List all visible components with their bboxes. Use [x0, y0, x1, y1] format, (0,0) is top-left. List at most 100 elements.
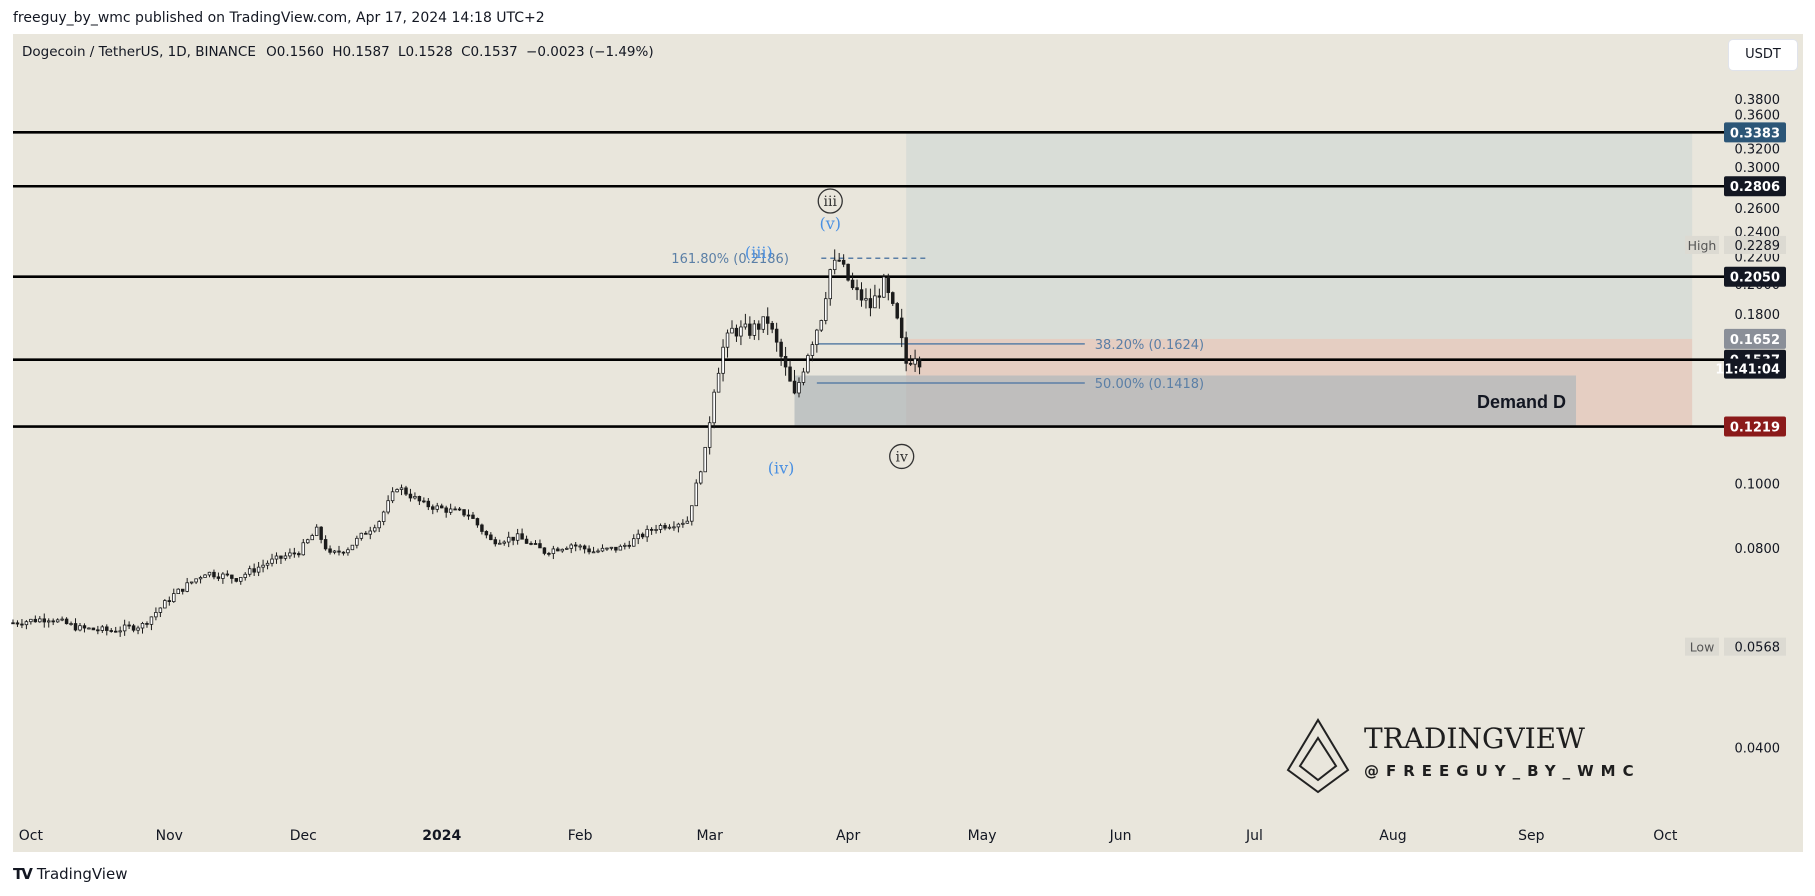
time-axis-label: Jul — [1245, 828, 1263, 844]
candle-body — [408, 493, 413, 499]
candle-body — [310, 535, 314, 541]
candle-body — [632, 538, 636, 547]
candle-body — [96, 629, 100, 632]
candle-body — [221, 573, 225, 579]
candle-body — [837, 259, 841, 262]
candle-body — [565, 547, 569, 550]
candle-body — [355, 537, 359, 546]
candle-body — [328, 548, 332, 553]
time-axis-label: 2024 — [422, 828, 461, 844]
price-label-bg — [1724, 176, 1786, 197]
candle-body — [24, 621, 29, 626]
candle-body — [685, 520, 690, 524]
time-axis-label: Sep — [1518, 828, 1545, 844]
candle-body — [29, 618, 33, 623]
candle-body — [158, 607, 163, 613]
wave-label: (iv) — [768, 459, 795, 478]
candle-body — [38, 618, 42, 623]
candle-body — [122, 624, 127, 632]
publisher-bar: freeguy_by_wmc published on TradingView.… — [0, 0, 1815, 34]
candle-body — [605, 547, 609, 550]
candle-body — [136, 627, 140, 631]
candle-body — [337, 550, 341, 553]
candle-body — [596, 550, 600, 553]
open-value: O0.1560 — [266, 44, 325, 60]
candle-body — [301, 542, 306, 556]
candle-body — [306, 539, 310, 544]
fib-level-label: 50.00% (0.1418) — [1095, 377, 1204, 392]
candle-body — [757, 323, 761, 330]
candle-body — [819, 320, 824, 331]
watermark-title: TRADINGVIEW — [1364, 722, 1585, 755]
candle-body — [154, 612, 158, 618]
candle-body — [288, 552, 292, 557]
candle-body — [560, 548, 565, 552]
time-axis-label: Dec — [290, 828, 317, 844]
price-tick-label: 0.0400 — [1735, 742, 1781, 757]
close-value: C0.1537 — [461, 44, 518, 60]
candle-body — [886, 276, 891, 293]
price-label: 0.1219 — [1730, 421, 1780, 436]
candle-body — [431, 506, 435, 510]
candle-body — [734, 327, 739, 337]
candle-body — [672, 526, 676, 529]
candle-body — [64, 618, 69, 625]
candle-body — [556, 548, 560, 552]
candle-body — [417, 496, 422, 502]
candle-body — [113, 630, 118, 633]
candle-body — [877, 295, 882, 298]
candle-body — [297, 553, 301, 556]
candle-body — [792, 380, 797, 394]
candle-body — [783, 356, 788, 368]
candle-body — [640, 533, 645, 538]
price-label-bg — [1724, 358, 1786, 379]
candle-body — [364, 532, 368, 535]
candle-body — [569, 544, 573, 549]
candle-body — [855, 287, 859, 291]
candle-body — [332, 550, 337, 553]
candle-body — [55, 619, 60, 623]
high-low-tag-bg — [1685, 235, 1719, 254]
candle-body — [341, 551, 346, 554]
high-low-tag: High — [1688, 238, 1717, 253]
tradingview-footer-logo[interactable]: TV TradingView — [13, 862, 127, 886]
candle-body — [69, 623, 73, 625]
high-low-value: 0.2289 — [1735, 239, 1781, 254]
tradingview-logo-icon: TV — [13, 865, 33, 883]
time-axis-label: Oct — [1653, 828, 1678, 844]
candle-body — [654, 529, 658, 531]
price-label: 0.1652 — [1730, 333, 1780, 348]
candle-body — [873, 295, 877, 309]
candle-body — [721, 346, 725, 374]
candle-body — [868, 298, 873, 309]
candle-body — [145, 623, 149, 625]
candle-body — [846, 263, 850, 281]
candle-body — [582, 545, 587, 550]
watermark-handle: @FREEGUY_BY_WMC — [1364, 762, 1641, 780]
wave-label-circle — [889, 443, 915, 470]
candle-body — [453, 508, 457, 511]
price-tick-label: 0.1000 — [1735, 478, 1781, 493]
candle-body — [377, 521, 381, 529]
time-axis-label: Oct — [19, 828, 44, 844]
candle-body — [806, 355, 810, 373]
candle-body — [770, 322, 774, 330]
candle-body — [180, 588, 185, 592]
price-label-bg — [1724, 266, 1786, 287]
change-value: −0.0023 (−1.49%) — [526, 44, 654, 60]
candle-body — [439, 505, 444, 509]
candle-body — [850, 279, 855, 289]
candle-body — [716, 372, 721, 393]
candle-body — [895, 303, 899, 319]
candle-body — [743, 323, 748, 328]
candle-body — [520, 533, 524, 540]
candle-body — [502, 541, 506, 544]
currency-button[interactable]: USDT — [1729, 40, 1797, 70]
candle-body — [426, 500, 431, 508]
candle-body — [832, 259, 837, 271]
candle-body — [194, 578, 198, 583]
candle-body — [694, 482, 699, 507]
candle-body — [91, 627, 96, 631]
candle-body — [413, 496, 417, 499]
